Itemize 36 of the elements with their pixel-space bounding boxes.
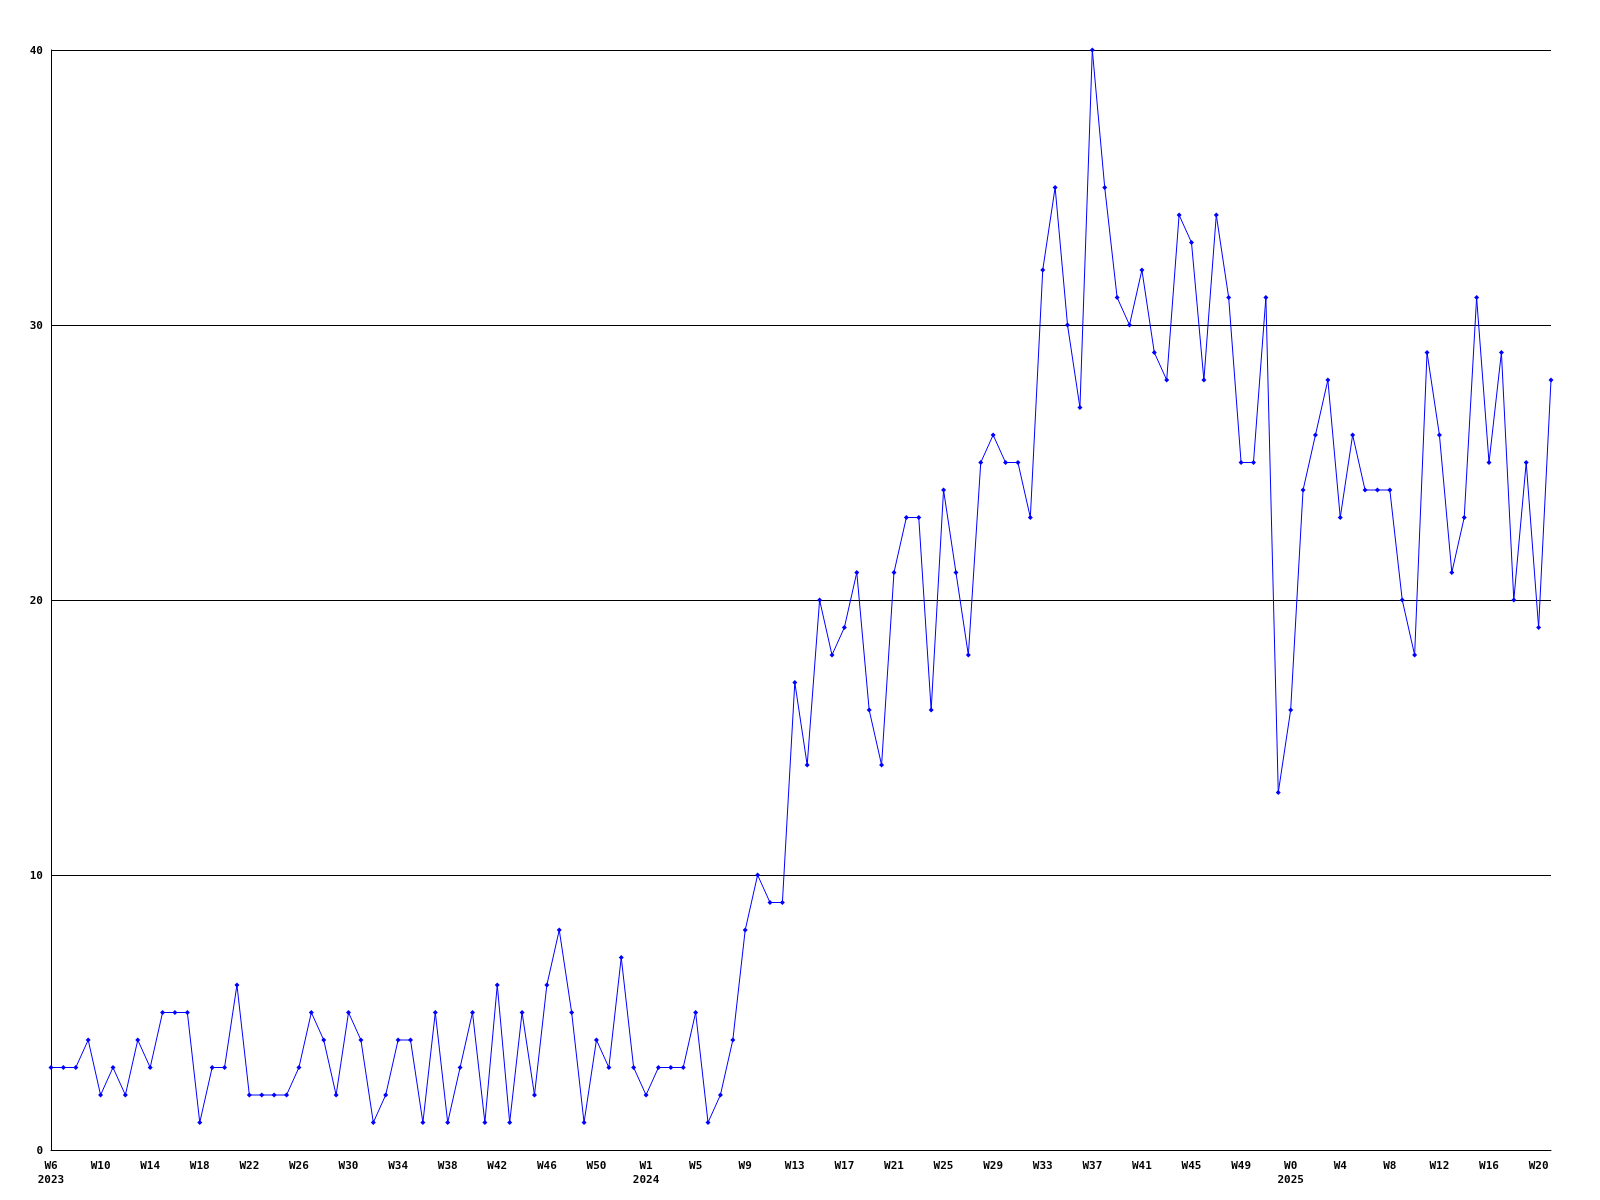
x-tick-label: W41 (1131, 1158, 1153, 1172)
y-tick-label: 0 (36, 1143, 43, 1157)
x-tick-label: W12 (1429, 1158, 1450, 1172)
x-tick-label: W9 (738, 1158, 752, 1172)
y-tick-label: 30 (29, 318, 43, 332)
x-tick-label: W50 (586, 1158, 607, 1172)
x-tick-label: W1 2024 (632, 1158, 660, 1186)
x-tick-label: W21 (884, 1158, 905, 1172)
x-tick-label: W10 (90, 1158, 111, 1172)
x-tick-label: W17 (834, 1158, 855, 1172)
x-tick-label: W20 (1528, 1158, 1549, 1172)
x-tick-label: W45 (1181, 1158, 1202, 1172)
x-tick-label: W22 (239, 1158, 260, 1172)
x-tick-label: W6 2023 (37, 1158, 65, 1186)
x-tick-label: W26 (289, 1158, 310, 1172)
x-tick-label: W18 (189, 1158, 210, 1172)
y-tick-label: 20 (29, 593, 43, 607)
x-tick-label: W25 (933, 1158, 954, 1172)
x-tick-label: W13 (784, 1158, 805, 1172)
x-tick-label: W49 (1231, 1158, 1252, 1172)
y-tick-label: 40 (29, 43, 43, 57)
x-tick-label: W33 (1032, 1158, 1053, 1172)
x-tick-label: W46 (536, 1158, 558, 1172)
x-tick-label: W4 (1333, 1158, 1348, 1172)
x-tick-label: W42 (487, 1158, 508, 1172)
x-tick-label: W5 (689, 1158, 703, 1172)
x-tick-label: W16 (1479, 1158, 1500, 1172)
x-tick-label: W0 2025 (1277, 1158, 1304, 1186)
x-tick-label: W8 (1383, 1158, 1397, 1172)
x-tick-label: W29 (983, 1158, 1004, 1172)
x-tick-label: W14 (140, 1158, 161, 1172)
x-tick-label: W37 (1082, 1158, 1103, 1172)
x-tick-label: W34 (388, 1158, 409, 1172)
x-tick-label: W30 (338, 1158, 359, 1172)
x-tick-label: W38 (437, 1158, 458, 1172)
y-tick-label: 10 (29, 868, 43, 882)
